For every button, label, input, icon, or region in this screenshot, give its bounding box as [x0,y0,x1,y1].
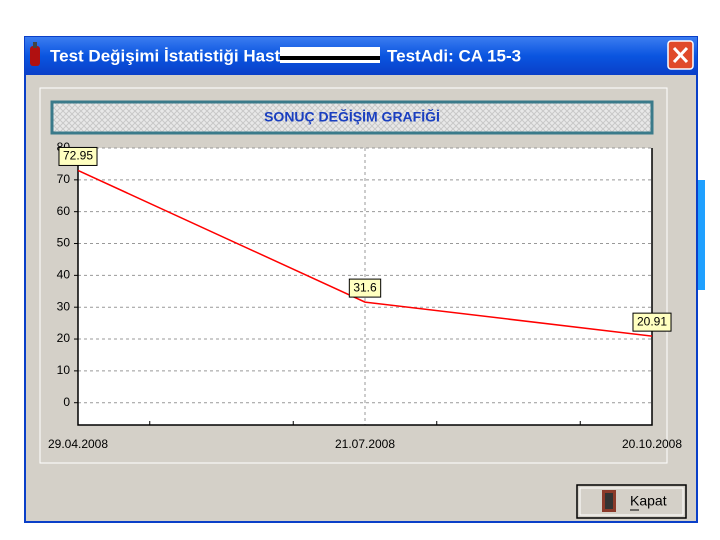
y-tick-label: 60 [57,204,71,218]
close-button[interactable] [667,40,694,70]
value-label-box [58,146,98,166]
value-label: 20.91 [637,314,667,328]
data-line [77,169,653,337]
x-tick-label: 20.10.2008 [622,437,682,451]
value-label: 72.95 [63,149,93,163]
redaction [280,56,380,60]
chart-title: SONUÇ DEĞİŞİM GRAFİĞİ [264,108,440,125]
window-title: Test Değişimi İstatistiği Hasta : [50,46,300,65]
y-tick-label: 70 [57,172,71,186]
plot-frame [77,148,653,426]
y-tick-label: 10 [57,363,71,377]
y-tick-label: 50 [57,236,71,250]
background-app [697,180,705,290]
y-tick-label: 0 [63,395,70,409]
window-test: TestAdi: CA 15-3 [387,46,521,65]
value-label-box [348,278,382,298]
value-label: 31.6 [353,280,377,294]
y-tick-label: 20 [57,331,71,345]
app-icon [30,42,40,66]
y-tick-label: 40 [57,268,71,282]
y-tick-label: 30 [57,299,71,313]
chart-title-box [50,100,654,135]
x-tick-label: 21.07.2008 [335,437,395,451]
value-label-box [632,312,672,332]
redaction [280,47,380,63]
close-dialog-button[interactable]: Kapat [576,484,687,519]
button-label[interactable]: Kapat [630,493,667,509]
x-tick-label: 29.04.2008 [48,437,108,451]
